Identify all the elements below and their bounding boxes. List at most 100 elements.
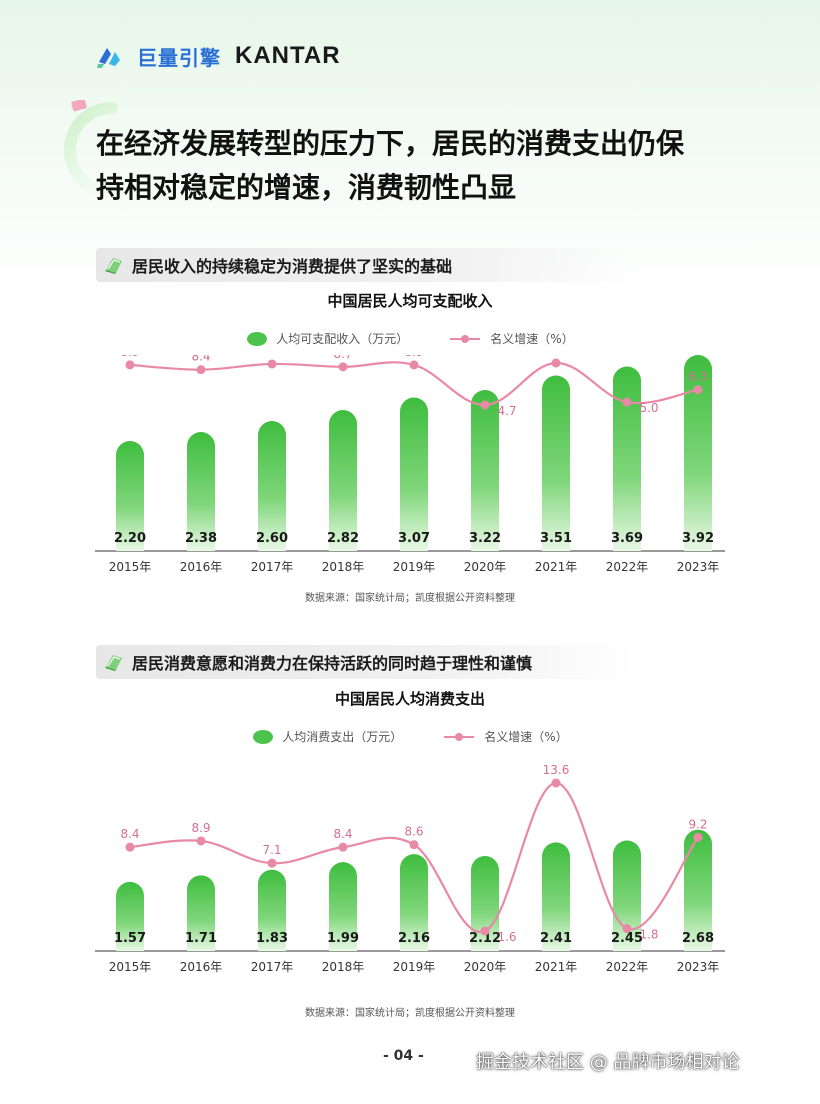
bar [684, 829, 712, 951]
growth-point [125, 360, 135, 370]
x-tick-label: 2020年 [464, 560, 507, 574]
growth-value-label: 8.9 [191, 821, 210, 835]
bar-value-label: 2.38 [185, 531, 217, 546]
growth-value-label: 5.0 [639, 401, 658, 415]
income-chart: 2.20 2015年 2.38 2016年 2.60 2017年 2.82 2018年 3.07… [95, 355, 725, 574]
growth-value-label: 1.6 [497, 930, 516, 944]
growth-point [622, 397, 632, 407]
growth-point [267, 858, 277, 868]
x-tick-label: 2021年 [535, 560, 578, 574]
bar-value-label: 1.57 [114, 931, 146, 946]
x-tick-label: 2016年 [180, 960, 223, 974]
x-tick-label: 2020年 [464, 960, 507, 974]
growth-value-label: 9.1 [546, 355, 565, 357]
legend-item-bar: 人均消费支出（万元） [252, 728, 402, 745]
bar-value-label: 1.71 [185, 931, 217, 946]
bar [542, 375, 570, 551]
bar-value-label: 3.51 [540, 531, 572, 546]
x-tick-label: 2019年 [393, 960, 436, 974]
brand-en: KANTAR [235, 42, 341, 69]
ocean-engine-logo-icon [97, 48, 120, 68]
legend-item-line: 名义增速（%） [448, 330, 574, 347]
bar [116, 441, 144, 551]
section-banner-text: 居民消费意愿和消费力在保持活跃的同时趋于理性和谨慎 [132, 654, 533, 673]
bar [258, 869, 286, 951]
x-tick-label: 2018年 [322, 960, 365, 974]
bar [258, 421, 286, 551]
consumption-chart: 1.57 2015年 1.71 2016年 1.83 2017年 1.99 2018年 2.16… [95, 763, 725, 974]
bar-value-label: 3.22 [469, 531, 501, 546]
bar [329, 862, 357, 951]
x-tick-label: 2021年 [535, 960, 578, 974]
decorative-ring-icon [64, 100, 160, 198]
growth-point [196, 365, 206, 375]
page-headline: 在经济发展转型的压力下，居民的消费支出仍保 持相对稳定的增速，消费韧性凸显 [96, 127, 685, 204]
growth-point [338, 842, 348, 852]
legend-bar-swatch-icon [253, 729, 274, 744]
bar [684, 355, 712, 551]
bar-value-label: 2.41 [540, 931, 572, 946]
x-tick-label: 2022年 [606, 560, 649, 574]
x-tick-label: 2023年 [677, 560, 720, 574]
bar [542, 842, 570, 951]
x-tick-label: 2016年 [180, 560, 223, 574]
bar [116, 881, 144, 951]
growth-value-label: 8.4 [333, 827, 352, 841]
growth-point [622, 924, 632, 934]
x-tick-label: 2018年 [322, 560, 365, 574]
bar [187, 432, 215, 551]
growth-point [125, 842, 135, 852]
legend-item-bar: 人均可支配收入（万元） [246, 330, 408, 347]
growth-point [196, 836, 206, 846]
bar-value-label: 1.83 [256, 931, 288, 946]
bar-value-label: 2.20 [114, 531, 146, 546]
bar [471, 390, 499, 551]
brand-logos: 巨量引擎 KANTAR [95, 40, 341, 72]
bar [329, 410, 357, 551]
bar-value-label: 2.12 [469, 931, 501, 946]
bar [400, 854, 428, 951]
chart-legend-consumption: 人均消费支出（万元） 名义增速（%） [0, 728, 820, 745]
bar-value-label: 2.68 [682, 931, 714, 946]
x-tick-label: 2019年 [393, 560, 436, 574]
bar-value-label: 2.16 [398, 931, 430, 946]
brand-cn: 巨量引擎 [137, 45, 221, 70]
bar [613, 366, 641, 551]
growth-value-label: 8.7 [333, 355, 352, 361]
bar [187, 875, 215, 951]
bar-value-label: 3.69 [611, 531, 643, 546]
growth-line [129, 781, 699, 934]
growth-value-label: 4.7 [497, 404, 516, 418]
x-tick-label: 2022年 [606, 960, 649, 974]
growth-point [480, 400, 490, 410]
growth-value-label: 8.9 [404, 355, 423, 359]
chart-legend-income: 人均可支配收入（万元） 名义增速（%） [0, 330, 820, 347]
growth-value-label: 13.6 [543, 763, 570, 777]
bar [471, 856, 499, 951]
growth-value-label: 9.0 [262, 355, 281, 358]
growth-value-label: 8.6 [404, 825, 423, 839]
x-tick-label: 2015年 [109, 960, 152, 974]
watermark: 掘金技术社区 @ 品牌市场相对论 [476, 1052, 740, 1073]
bar-value-label: 2.45 [611, 931, 643, 946]
section-banner-income: 居民收入的持续稳定为消费提供了坚实的基础 [96, 248, 636, 282]
leaf-book-icon [105, 655, 122, 671]
growth-value-label: 7.1 [262, 843, 281, 857]
growth-point [338, 362, 348, 372]
source-note-income: 数据来源：国家统计局；凯度根据公开资料整理 [305, 593, 515, 604]
bar-value-label: 2.82 [327, 531, 359, 546]
growth-value-label: 8.4 [120, 827, 139, 841]
x-tick-label: 2023年 [677, 960, 720, 974]
bar-value-label: 3.92 [682, 531, 714, 546]
growth-point [693, 832, 703, 842]
bar-value-label: 1.99 [327, 931, 359, 946]
growth-point [693, 385, 703, 395]
growth-value-label: 8.4 [191, 355, 210, 364]
bar-value-label: 2.60 [256, 531, 288, 546]
legend-bar-swatch-icon [247, 331, 268, 346]
chart-title-consumption: 中国居民人均消费支出 [334, 690, 485, 708]
legend-item-line: 名义增速（%） [442, 728, 568, 745]
growth-value-label: 8.9 [120, 355, 139, 359]
bar-value-label: 3.07 [398, 531, 430, 546]
growth-point [551, 778, 561, 788]
